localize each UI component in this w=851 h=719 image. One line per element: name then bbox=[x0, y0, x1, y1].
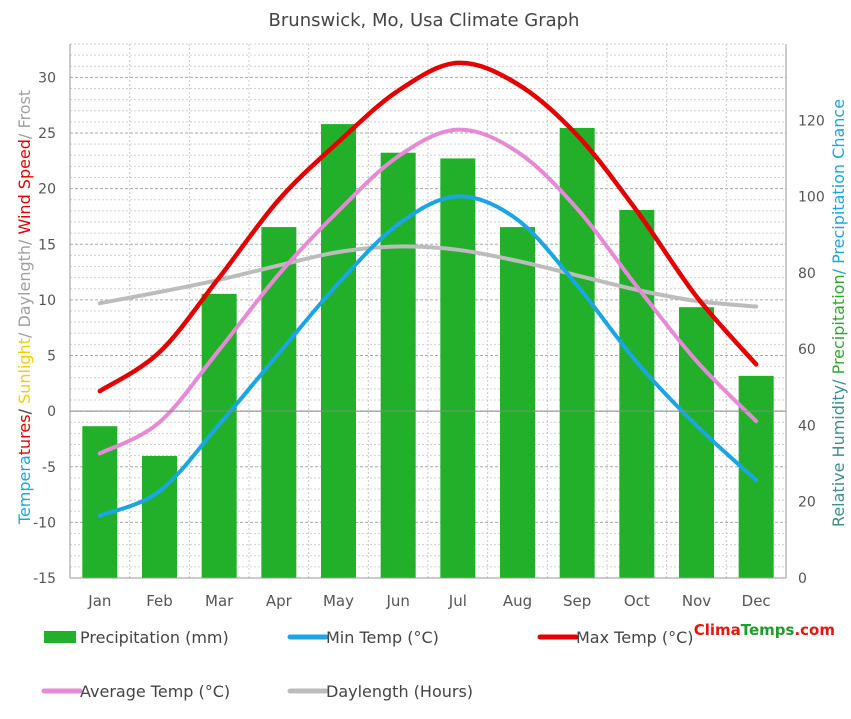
legend-label: Precipitation (mm) bbox=[80, 628, 229, 647]
x-tick-label: Jan bbox=[87, 592, 111, 610]
x-tick-label: Aug bbox=[503, 592, 532, 610]
left-tick-label: 30 bbox=[38, 70, 56, 86]
axes bbox=[69, 44, 787, 579]
precipitation-bar-dec bbox=[738, 375, 774, 578]
precipitation-bar-sep bbox=[559, 127, 595, 579]
x-tick-label: Nov bbox=[682, 592, 711, 610]
legend-label: Min Temp (°C) bbox=[326, 628, 439, 647]
legend-item: Daylength (Hours) bbox=[287, 682, 473, 701]
precipitation-bar-jul bbox=[440, 158, 476, 578]
x-tick-label: Sep bbox=[563, 592, 591, 610]
right-tick-label: 100 bbox=[798, 190, 825, 206]
left-tick-label: 25 bbox=[38, 126, 56, 142]
right-tick-label: 120 bbox=[798, 113, 825, 129]
x-tick-label: Feb bbox=[146, 592, 173, 610]
left-tick-label: 15 bbox=[38, 237, 56, 253]
right-tick-label: 40 bbox=[798, 418, 816, 434]
right-tick-label: 80 bbox=[798, 266, 816, 282]
max-temp-line bbox=[97, 60, 759, 394]
temperature-lines bbox=[97, 60, 759, 518]
legend-item: Average Temp (°C) bbox=[41, 682, 230, 701]
legend-swatch bbox=[44, 631, 76, 643]
legend-label: Daylength (Hours) bbox=[326, 682, 473, 701]
x-tick-label: Jul bbox=[448, 592, 467, 610]
legend-item: Precipitation (mm) bbox=[44, 628, 229, 647]
left-tick-label: -5 bbox=[42, 460, 56, 476]
left-tick-label: 10 bbox=[38, 293, 56, 309]
precipitation-bar-nov bbox=[679, 307, 714, 578]
x-tick-label: Dec bbox=[742, 592, 771, 610]
x-tick-label: May bbox=[323, 592, 354, 610]
site-logo: ClimaTemps.com bbox=[694, 621, 835, 639]
legend-label: Max Temp (°C) bbox=[576, 628, 694, 647]
legend: Precipitation (mm) Min Temp (°C) Max Temp … bbox=[41, 628, 694, 701]
x-tick-label: Jun bbox=[385, 592, 409, 610]
chart-title: Brunswick, Mo, Usa Climate Graph bbox=[269, 10, 580, 31]
precipitation-bar-may bbox=[321, 124, 356, 578]
left-tick-label: 5 bbox=[47, 349, 56, 365]
left-axis-ticks: -15 -10 -5 0 5 10 15 20 25 30 bbox=[33, 70, 56, 587]
precipitation-bar-oct bbox=[619, 209, 655, 578]
left-tick-label: 20 bbox=[38, 182, 56, 198]
x-tick-label: Apr bbox=[266, 592, 293, 610]
precipitation-bar-apr bbox=[261, 227, 297, 579]
right-axis-label: Relative Humidity/ Precipitation/ Precip… bbox=[829, 99, 848, 527]
x-axis-ticks: Jan Feb Mar Apr May Jun Jul Aug Sep Oct Nov Dec bbox=[87, 592, 770, 610]
right-tick-label: 0 bbox=[798, 571, 807, 587]
average-temp-line bbox=[97, 127, 759, 456]
precipitation-bar-aug bbox=[500, 227, 535, 579]
left-tick-label: -10 bbox=[33, 515, 56, 531]
left-tick-label: 0 bbox=[47, 404, 56, 420]
legend-label: Average Temp (°C) bbox=[80, 682, 230, 701]
right-tick-label: 60 bbox=[798, 342, 816, 358]
min-temp-line bbox=[97, 194, 759, 518]
grid-lines bbox=[69, 43, 787, 579]
x-tick-label: Mar bbox=[205, 592, 234, 610]
precipitation-bar-feb bbox=[142, 455, 177, 578]
legend-item: Min Temp (°C) bbox=[287, 628, 439, 647]
x-tick-label: Oct bbox=[624, 592, 650, 610]
left-axis-label: Temperatures/ Sunlight/ Daylength/ Wind … bbox=[15, 90, 34, 525]
right-axis-ticks: 0 20 40 60 80 100 120 bbox=[798, 113, 825, 587]
left-tick-label: -15 bbox=[33, 571, 56, 587]
right-tick-label: 20 bbox=[798, 495, 816, 511]
legend-item: Max Temp (°C) bbox=[537, 628, 694, 647]
